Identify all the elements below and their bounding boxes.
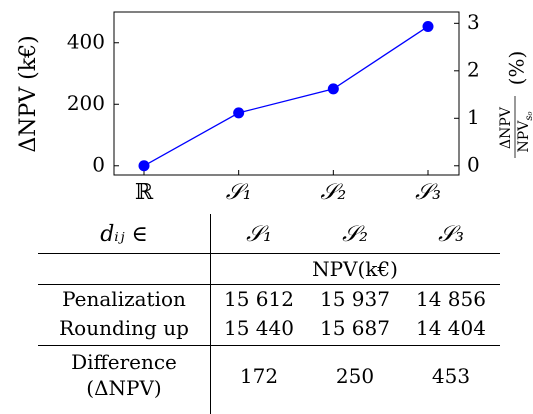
table-column-header: 𝒮₂: [342, 222, 368, 247]
y-axis-label: ΔNPV (k€): [16, 35, 41, 152]
table-difference-value: 453: [431, 364, 471, 388]
y-tick-label: 200: [67, 91, 105, 115]
plot-frame: [113, 11, 460, 176]
table-cell: 15 937: [320, 287, 390, 311]
table-unit-row: NPV(k€): [312, 257, 398, 281]
data-point: [233, 107, 245, 119]
data-point: [138, 160, 150, 172]
table-cell: 15 687: [320, 316, 390, 340]
y-tick-label: 0: [92, 152, 105, 176]
data-point: [422, 20, 434, 32]
y2-tick-label: 2: [467, 57, 480, 81]
y2-label-denominator: NPVs₀: [516, 112, 533, 153]
results-table: dᵢⱼ ∈ 𝒮₁ 𝒮₂ 𝒮₃ NPV(k€) Penalization 15 6…: [0, 214, 533, 414]
table-row-label: Rounding up: [59, 316, 189, 340]
table-difference-value: 172: [239, 364, 279, 388]
data-point: [327, 83, 339, 95]
table-rule-1: [38, 253, 500, 254]
x-tick-label: ℝ: [135, 180, 154, 205]
table-cell: 14 856: [416, 287, 486, 311]
table-cell: 15 440: [224, 316, 294, 340]
y2-tick-label: 1: [467, 105, 480, 129]
table-rule-2: [38, 284, 500, 285]
table-column-header: 𝒮₁: [246, 222, 272, 247]
table-corner-label: dᵢⱼ ∈: [100, 222, 148, 247]
table-rule-3: [38, 345, 500, 346]
x-tick-label: 𝒮₃: [415, 180, 441, 205]
table-difference-label-line1: Difference: [71, 350, 177, 374]
x-tick-label: 𝒮₁: [226, 180, 252, 205]
table-difference-label-line2: (ΔNPV): [86, 376, 162, 400]
y2-tick-label: 0: [467, 152, 480, 176]
npv-chart: 0 200 400 0 1 2 3 ℝ 𝒮₁ 𝒮₂ 𝒮₃ ΔNPV (k€) ΔNPV NPVs…: [16, 10, 533, 205]
table-difference-value: 250: [335, 364, 375, 388]
y-tick-label: 400: [67, 29, 105, 53]
series-points: [138, 20, 434, 172]
table-cell: 15 612: [224, 287, 294, 311]
y2-label-unit: (%): [505, 51, 529, 86]
y2-axis-label: ΔNPV NPVs₀ (%): [498, 51, 533, 158]
y2-label-denominator-text: NPV: [516, 120, 532, 153]
x-tick-label: 𝒮₂: [320, 180, 346, 205]
y-axis-ticks: 0 200 400: [67, 29, 119, 176]
y2-label-denominator-subscript: s₀: [524, 112, 533, 121]
table-row-label: Penalization: [62, 287, 186, 311]
table-cell: 14 404: [416, 316, 486, 340]
y2-axis-ticks: 0 1 2 3: [454, 10, 480, 176]
y2-label-numerator: ΔNPV: [498, 106, 514, 149]
table-vertical-rule: [210, 214, 211, 414]
table-column-header: 𝒮₃: [438, 222, 464, 247]
y2-tick-label: 3: [467, 10, 480, 34]
series-line: [143, 25, 429, 167]
x-axis-ticks: ℝ 𝒮₁ 𝒮₂ 𝒮₃: [135, 170, 441, 205]
